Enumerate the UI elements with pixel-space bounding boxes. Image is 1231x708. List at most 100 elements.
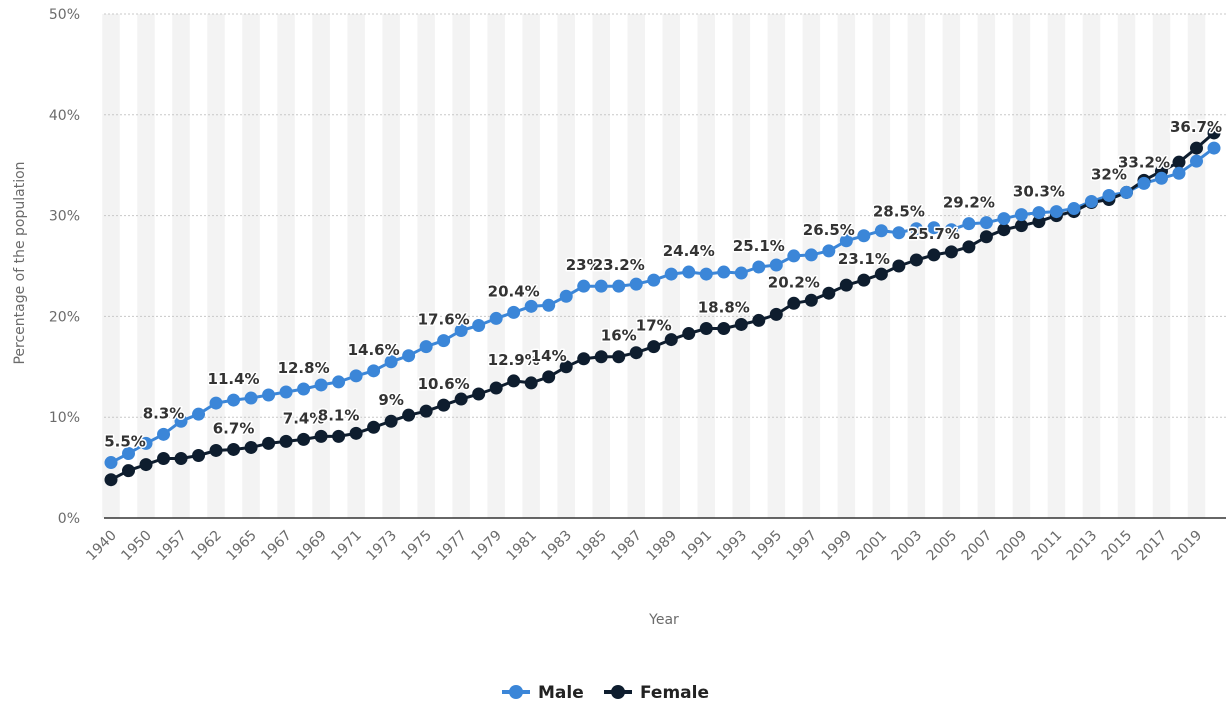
data-point-male[interactable]: [139, 436, 153, 450]
data-point-female[interactable]: [787, 296, 801, 310]
data-point-male[interactable]: [489, 311, 503, 325]
data-point-female[interactable]: [1207, 126, 1221, 140]
data-point-male[interactable]: [174, 414, 188, 428]
data-point-male[interactable]: [577, 279, 591, 293]
data-point-female[interactable]: [384, 414, 398, 428]
data-point-male[interactable]: [1137, 176, 1151, 190]
data-point-male[interactable]: [1067, 202, 1081, 216]
data-point-male[interactable]: [647, 273, 661, 287]
data-point-male[interactable]: [559, 289, 573, 303]
data-point-male[interactable]: [594, 279, 608, 293]
data-point-male[interactable]: [122, 446, 136, 460]
data-point-female[interactable]: [297, 432, 311, 446]
data-point-male[interactable]: [314, 378, 328, 392]
data-point-female[interactable]: [314, 429, 328, 443]
data-point-female[interactable]: [944, 245, 958, 259]
data-point-female[interactable]: [839, 278, 853, 292]
data-point-female[interactable]: [402, 408, 416, 422]
data-point-female[interactable]: [472, 387, 486, 401]
data-point-female[interactable]: [419, 404, 433, 418]
data-point-male[interactable]: [962, 217, 976, 231]
data-point-female[interactable]: [804, 293, 818, 307]
data-point-male[interactable]: [892, 226, 906, 240]
data-point-female[interactable]: [892, 259, 906, 273]
data-point-male[interactable]: [804, 248, 818, 262]
data-point-female[interactable]: [244, 440, 258, 454]
data-point-male[interactable]: [787, 249, 801, 263]
data-point-female[interactable]: [664, 333, 678, 347]
data-point-female[interactable]: [752, 313, 766, 327]
data-point-male[interactable]: [472, 318, 486, 332]
data-point-male[interactable]: [507, 305, 521, 319]
data-point-female[interactable]: [962, 240, 976, 254]
data-point-female[interactable]: [1032, 215, 1046, 229]
data-point-male[interactable]: [1189, 154, 1203, 168]
data-point-male[interactable]: [227, 393, 241, 407]
data-point-female[interactable]: [1172, 155, 1186, 169]
data-point-male[interactable]: [244, 391, 258, 405]
data-point-male[interactable]: [629, 277, 643, 291]
data-point-male[interactable]: [542, 298, 556, 312]
data-point-male[interactable]: [752, 260, 766, 274]
data-point-male[interactable]: [717, 265, 731, 279]
data-point-male[interactable]: [944, 223, 958, 237]
data-point-male[interactable]: [857, 229, 871, 243]
data-point-male[interactable]: [1207, 141, 1221, 155]
data-point-female[interactable]: [647, 340, 661, 354]
data-point-male[interactable]: [297, 382, 311, 396]
data-point-female[interactable]: [559, 360, 573, 374]
data-point-female[interactable]: [927, 248, 941, 262]
data-point-female[interactable]: [612, 350, 626, 364]
data-point-female[interactable]: [699, 321, 713, 335]
data-point-male[interactable]: [332, 375, 346, 389]
data-point-female[interactable]: [104, 473, 118, 487]
data-point-female[interactable]: [997, 223, 1011, 237]
data-point-female[interactable]: [279, 434, 293, 448]
data-point-female[interactable]: [192, 449, 206, 463]
data-point-male[interactable]: [384, 355, 398, 369]
data-point-male[interactable]: [682, 265, 696, 279]
data-point-male[interactable]: [1172, 166, 1186, 180]
data-point-female[interactable]: [262, 436, 276, 450]
data-point-female[interactable]: [139, 458, 153, 472]
data-point-male[interactable]: [1084, 194, 1098, 208]
data-point-male[interactable]: [734, 266, 748, 280]
data-point-male[interactable]: [822, 244, 836, 258]
data-point-male[interactable]: [839, 234, 853, 248]
data-point-male[interactable]: [1119, 185, 1133, 199]
legend-item-male[interactable]: Male: [502, 683, 584, 703]
data-point-male[interactable]: [367, 364, 381, 378]
data-point-female[interactable]: [822, 286, 836, 300]
data-point-female[interactable]: [1189, 141, 1203, 155]
data-point-male[interactable]: [262, 388, 276, 402]
data-point-male[interactable]: [909, 222, 923, 236]
data-point-female[interactable]: [682, 327, 696, 341]
data-point-female[interactable]: [857, 273, 871, 287]
data-point-female[interactable]: [122, 464, 136, 478]
data-point-female[interactable]: [437, 398, 451, 412]
data-point-female[interactable]: [227, 442, 241, 456]
data-point-female[interactable]: [909, 253, 923, 267]
data-point-female[interactable]: [524, 376, 538, 390]
data-point-male[interactable]: [349, 369, 363, 383]
data-point-female[interactable]: [507, 374, 521, 388]
data-point-male[interactable]: [192, 407, 206, 421]
data-point-male[interactable]: [979, 216, 993, 230]
data-point-female[interactable]: [734, 317, 748, 331]
data-point-male[interactable]: [524, 299, 538, 313]
data-point-male[interactable]: [279, 385, 293, 399]
data-point-male[interactable]: [402, 349, 416, 363]
data-point-female[interactable]: [174, 452, 188, 466]
data-point-female[interactable]: [594, 350, 608, 364]
data-point-female[interactable]: [349, 426, 363, 440]
data-point-male[interactable]: [699, 267, 713, 281]
data-point-female[interactable]: [874, 267, 888, 281]
data-point-female[interactable]: [367, 420, 381, 434]
data-point-female[interactable]: [1014, 219, 1028, 233]
data-point-female[interactable]: [769, 307, 783, 321]
data-point-male[interactable]: [927, 221, 941, 235]
data-point-female[interactable]: [629, 346, 643, 360]
data-point-male[interactable]: [769, 258, 783, 272]
data-point-male[interactable]: [1102, 188, 1116, 202]
data-point-male[interactable]: [104, 456, 118, 470]
